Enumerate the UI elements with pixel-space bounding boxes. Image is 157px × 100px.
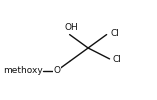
Text: Cl: Cl (113, 55, 122, 64)
Text: methoxy: methoxy (3, 66, 42, 75)
Text: OH: OH (64, 23, 78, 32)
Text: Cl: Cl (110, 29, 119, 38)
Text: O: O (53, 66, 60, 75)
